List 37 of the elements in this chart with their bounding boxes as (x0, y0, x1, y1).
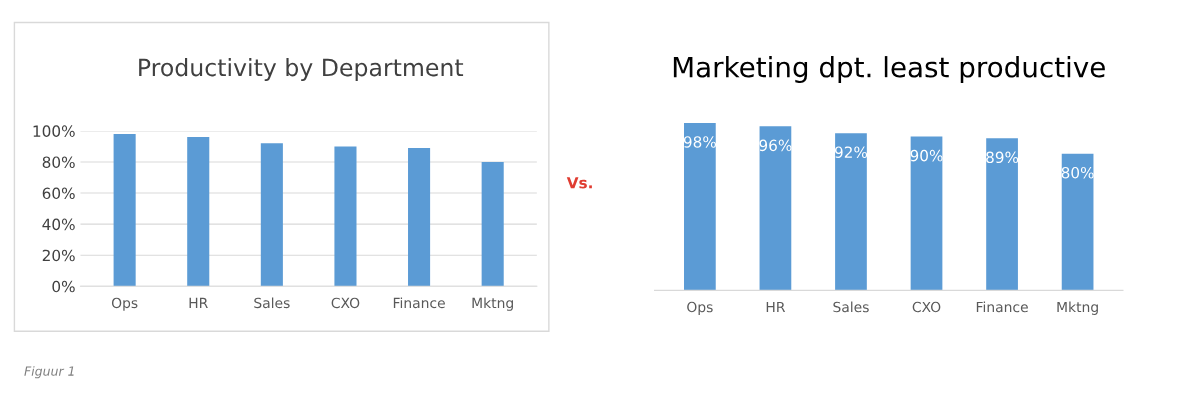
x-tick-label: Ops (111, 297, 138, 311)
bar (684, 122, 716, 291)
bar (1061, 153, 1094, 291)
bar (759, 126, 792, 291)
text: Figuur 1 (24, 366, 74, 379)
bar (113, 133, 136, 287)
x-tick-label: Mktng (472, 297, 513, 311)
y-tick-label: 80% (42, 156, 75, 168)
y-tick-label: 20% (42, 249, 75, 262)
x-tick-label: CXO (331, 297, 360, 309)
x-tick-label: Sales (254, 297, 290, 309)
chart-title: Marketing dpt. least productive (673, 56, 1105, 83)
x-tick-label: Ops (687, 301, 713, 315)
y-tick-label: 60% (42, 187, 75, 200)
x-tick-label: CXO (912, 301, 941, 313)
bar (408, 147, 431, 287)
bar (910, 136, 943, 291)
x-tick-label: Finance (393, 297, 445, 309)
x-tick-label: HR (189, 297, 208, 308)
text: Vs. (566, 177, 592, 189)
data-label: 98% (683, 136, 717, 148)
x-tick-label: HR (766, 301, 786, 313)
bar (187, 137, 210, 287)
x-tick-label: Mktng (1057, 301, 1098, 315)
bar (334, 146, 357, 287)
data-label: 92% (834, 146, 868, 158)
data-label: 89% (986, 151, 1019, 164)
bar (835, 133, 867, 291)
bar (986, 138, 1018, 291)
y-tick-label: 0% (52, 280, 75, 293)
y-tick-label: 40% (42, 218, 75, 231)
x-tick-label: Sales (833, 301, 869, 313)
y-tick-label: 100% (33, 125, 75, 137)
chart-title: Productivity by Department (139, 58, 464, 81)
bar (481, 161, 504, 287)
bar (260, 143, 283, 287)
x-tick-label: Finance (976, 301, 1028, 313)
